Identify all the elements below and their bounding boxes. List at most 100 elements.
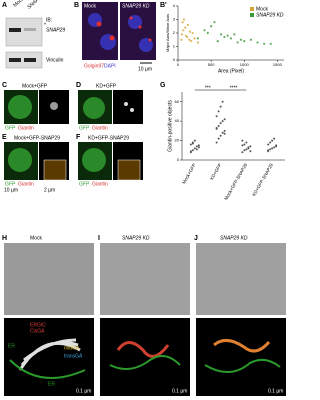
structure-label: transGA	[64, 353, 83, 359]
point	[181, 21, 184, 24]
stain-label: GFP	[79, 125, 90, 131]
point	[189, 143, 192, 146]
y-tick-label: 4	[173, 3, 176, 8]
scale-bar-label: 0.1 µm	[76, 388, 91, 394]
point	[219, 105, 222, 108]
point	[191, 142, 194, 145]
scale-bar-label: 0.1 µm	[172, 388, 187, 394]
point	[206, 31, 209, 35]
significance: ****	[230, 85, 238, 91]
x-tick-label: Mock+GFP-SNAP29	[223, 162, 248, 201]
point	[184, 26, 187, 29]
point	[180, 33, 184, 36]
point	[233, 33, 236, 36]
panel-label: G	[160, 82, 166, 89]
point	[197, 144, 200, 147]
point	[182, 29, 185, 32]
point	[195, 145, 198, 148]
point	[269, 148, 272, 151]
panel-a: A Mock SNAP29 KD IB: * SNAP29 Vinculin	[2, 0, 65, 69]
point	[190, 40, 193, 43]
point	[245, 148, 248, 151]
y-axis-label: Giantin-positive objects	[167, 100, 173, 152]
point	[193, 37, 196, 40]
legend-swatch	[250, 7, 254, 11]
point	[189, 150, 192, 153]
point	[215, 141, 218, 144]
image-title: KD+GFP-SNAP29	[88, 135, 129, 141]
x-tick-label: 0	[177, 62, 180, 67]
point	[196, 37, 199, 40]
stain-label: GFP	[5, 125, 16, 131]
image-title: Mock+GFP-SNAP29	[14, 135, 60, 141]
point	[243, 40, 246, 43]
point	[236, 41, 239, 44]
image-title: Mock	[30, 235, 42, 241]
structure-label: ER	[8, 343, 15, 349]
scale-bar-label: 10 µm	[4, 187, 18, 193]
panel-cd: C Mock+GFP GFP Giantin D KD+GFP GFP Gian…	[2, 82, 143, 131]
point	[217, 137, 220, 140]
figure: A Mock SNAP29 KD IB: * SNAP29 Vinculin B…	[2, 0, 286, 396]
stain-label: Giantin	[92, 181, 108, 187]
point	[241, 144, 244, 147]
stain-label: GFP	[5, 181, 16, 187]
point	[197, 146, 200, 149]
structure-label: CisGA	[30, 328, 45, 334]
point	[223, 35, 226, 39]
stain-label: DAPI	[104, 63, 116, 69]
point	[273, 146, 276, 149]
point	[221, 100, 224, 103]
point	[188, 30, 192, 33]
point	[249, 38, 252, 41]
point	[196, 41, 199, 44]
stain-label: Giantin	[92, 125, 108, 131]
point	[203, 29, 206, 32]
micrograph	[120, 2, 156, 60]
point	[226, 34, 229, 37]
y-tick-label: 40	[175, 118, 180, 123]
structure-label: midGA	[64, 345, 80, 351]
image-title: SNAP29 KD	[122, 235, 150, 241]
point	[273, 137, 276, 140]
point	[193, 139, 196, 142]
point	[256, 41, 259, 44]
point	[186, 35, 189, 39]
x-tick-label: 1000	[240, 62, 250, 67]
panel-label: D	[76, 82, 81, 89]
point	[215, 115, 218, 118]
panel-label: B'	[160, 2, 167, 9]
point	[269, 42, 272, 45]
point	[263, 42, 266, 45]
scale-bar-label: 2 µm	[44, 187, 55, 193]
blot-label: Vinculin	[46, 57, 64, 63]
x-tick-label: 500	[208, 62, 215, 67]
band	[24, 28, 36, 31]
point	[249, 150, 252, 153]
panel-ef: E Mock+GFP-SNAP29 GFP Giantin 10 µm 2 µm…	[2, 134, 143, 193]
panel-label: E	[2, 134, 7, 141]
x-axis-label: Area (Pixel)	[218, 68, 244, 74]
y-tick-label: 2	[173, 30, 176, 35]
point	[180, 38, 183, 41]
x-tick-label: KD+GFP-SNAP29	[251, 162, 274, 197]
legend-label: SNAP29 KD	[256, 12, 284, 18]
point	[195, 148, 198, 151]
point	[241, 139, 244, 142]
panel-label: J	[194, 235, 198, 242]
point	[221, 120, 224, 123]
lane-label: Mock	[12, 0, 25, 9]
panel-label: I	[98, 235, 100, 242]
scale-bar-label: 10 µm	[138, 66, 152, 72]
point	[219, 134, 222, 137]
band	[24, 58, 36, 62]
point	[223, 129, 226, 132]
y-tick-label: 20	[175, 138, 180, 143]
point	[215, 126, 218, 129]
star: *	[44, 22, 46, 28]
point	[186, 23, 190, 26]
point	[188, 38, 191, 41]
point	[267, 143, 270, 146]
point	[182, 18, 186, 21]
point	[221, 131, 224, 134]
